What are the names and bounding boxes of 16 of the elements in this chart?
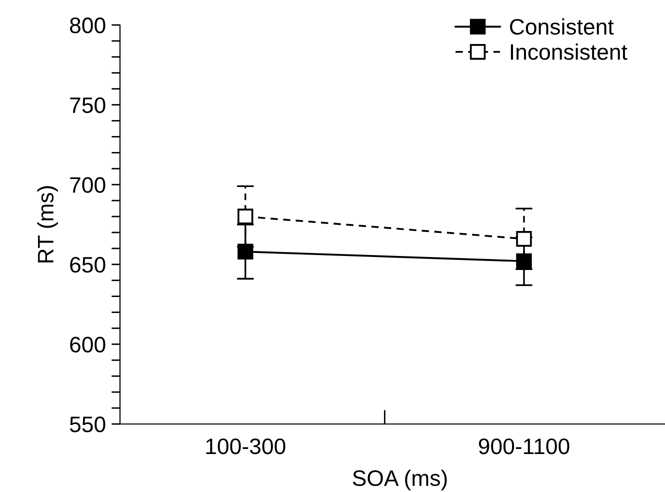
y-axis-title: RT (ms) [37, 186, 58, 262]
legend-label: Inconsistent [510, 44, 628, 60]
x-tick-label: 900-1100 [478, 438, 570, 454]
y-tick-label: 750 [70, 97, 106, 114]
point [516, 253, 532, 270]
legend-label: Consistent [510, 18, 614, 35]
y-tick-label: 650 [70, 256, 106, 273]
y-tick-label: 700 [70, 177, 106, 193]
y-tick-label: 550 [70, 416, 106, 432]
point [516, 231, 532, 247]
x-tick-label: 100-300 [206, 438, 286, 454]
point [238, 208, 254, 224]
point [238, 244, 254, 260]
x-axis-title: SOA (ms) [352, 470, 447, 490]
y-tick-label: 600 [70, 336, 106, 352]
y-tick-label: 800 [70, 18, 106, 34]
